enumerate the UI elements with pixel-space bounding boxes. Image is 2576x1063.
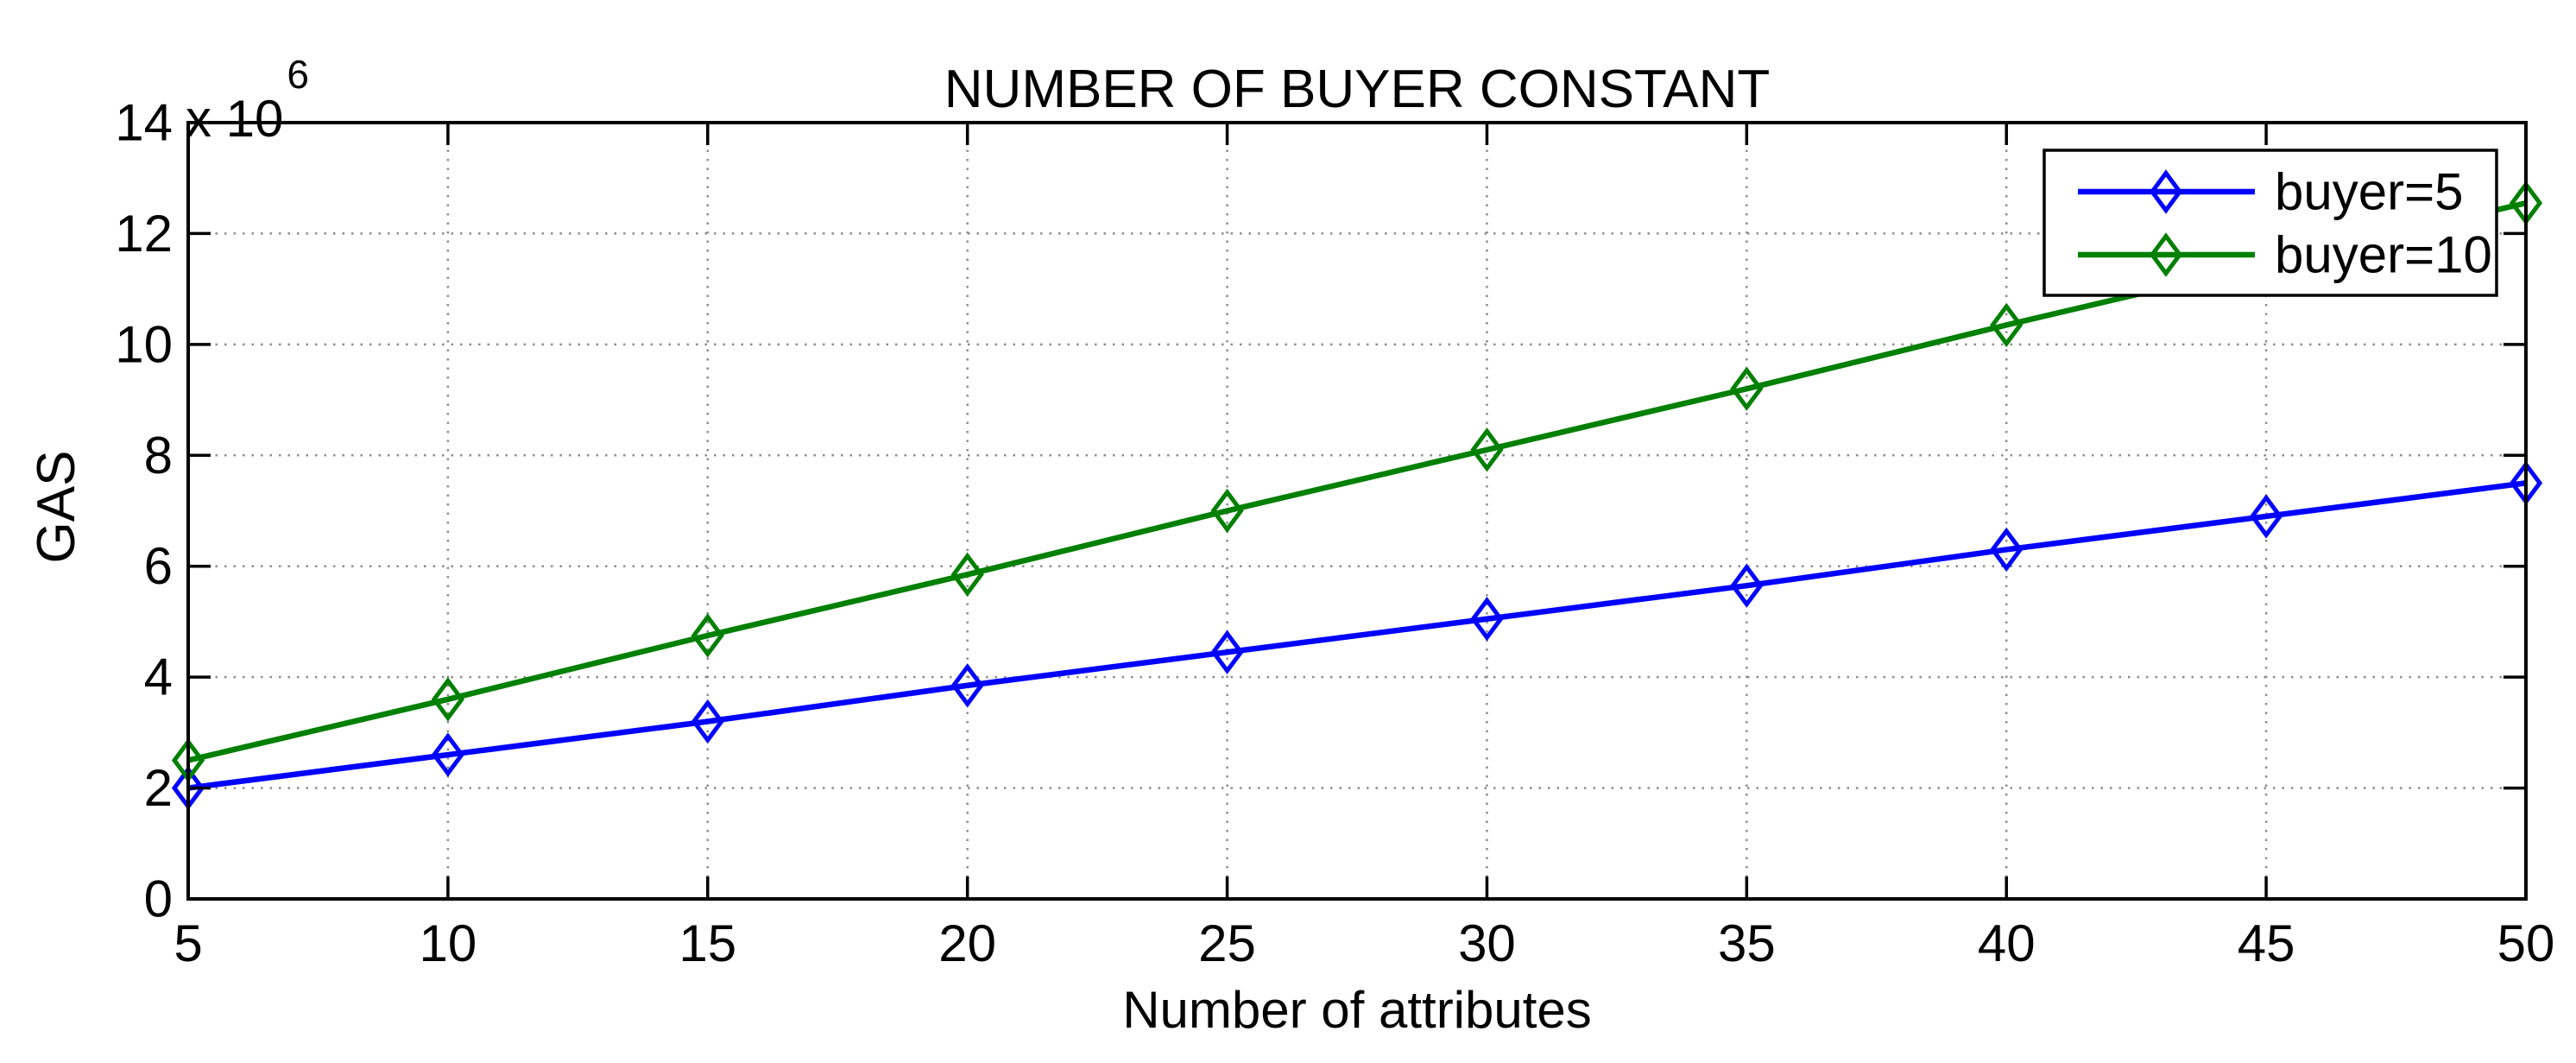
legend-sample-marker bbox=[2149, 232, 2183, 277]
data-point-marker bbox=[1470, 597, 1504, 642]
y-tick-label: 12 bbox=[115, 205, 173, 263]
x-tick-label: 5 bbox=[174, 914, 202, 972]
data-point-marker bbox=[2249, 494, 2283, 539]
y-axis-multiplier-base: x 10 bbox=[186, 90, 283, 148]
data-point-marker bbox=[1990, 302, 2024, 348]
legend: buyer=5 buyer=10 bbox=[2042, 149, 2498, 297]
y-axis-multiplier: x 106 bbox=[186, 52, 309, 148]
x-tick-label: 40 bbox=[1978, 914, 2036, 972]
x-tick-label: 15 bbox=[679, 914, 736, 972]
legend-sample-buyer-10 bbox=[2078, 232, 2255, 277]
y-axis-multiplier-exponent: 6 bbox=[287, 52, 309, 97]
x-tick-label: 10 bbox=[420, 914, 477, 972]
y-tick-labels: 0 2 4 6 8 10 12 14 bbox=[115, 94, 173, 928]
y-tick-label: 8 bbox=[144, 427, 173, 484]
x-tick-labels: 5 10 15 20 25 30 35 40 45 50 bbox=[174, 914, 2554, 972]
axis-box-and-ticks bbox=[186, 121, 2528, 901]
x-tick-label: 30 bbox=[1458, 914, 1516, 972]
data-point-marker bbox=[1210, 630, 1244, 674]
data-point-marker bbox=[1730, 563, 1764, 608]
x-tick-label: 20 bbox=[938, 914, 996, 972]
series-line-0 bbox=[187, 480, 2527, 791]
y-tick-label: 2 bbox=[144, 759, 173, 817]
data-point-marker bbox=[1470, 427, 1504, 472]
legend-sample-marker bbox=[2149, 169, 2183, 214]
data-point-marker bbox=[431, 677, 465, 722]
y-tick-label: 10 bbox=[115, 315, 173, 373]
data-point-marker bbox=[950, 552, 984, 598]
x-tick-label: 25 bbox=[1198, 914, 1256, 972]
y-tick-label: 6 bbox=[144, 537, 173, 595]
chart-title: NUMBER OF BUYER CONSTANT bbox=[944, 60, 1770, 119]
data-point-marker bbox=[691, 613, 724, 658]
x-tick-label: 35 bbox=[1718, 914, 1776, 972]
y-tick-label: 0 bbox=[144, 870, 173, 928]
data-point-marker bbox=[1210, 488, 1244, 534]
data-point-marker bbox=[1990, 527, 2024, 573]
data-point-marker bbox=[691, 699, 724, 744]
x-axis-label: Number of attributes bbox=[1122, 981, 1592, 1039]
x-tick-label: 45 bbox=[2238, 914, 2295, 972]
y-axis-label: GAS bbox=[27, 451, 86, 564]
legend-box bbox=[2042, 149, 2498, 297]
legend-label-buyer-5: buyer=5 bbox=[2275, 163, 2464, 221]
x-tick-label: 50 bbox=[2497, 914, 2555, 972]
data-point-marker bbox=[950, 663, 984, 708]
plot-border bbox=[186, 121, 2528, 901]
legend-label-buyer-10: buyer=10 bbox=[2275, 226, 2492, 284]
legend-sample-buyer-5 bbox=[2078, 169, 2255, 214]
data-point-marker bbox=[431, 732, 465, 777]
y-tick-label: 14 bbox=[115, 94, 173, 152]
data-point-marker bbox=[1730, 366, 1764, 411]
y-tick-label: 4 bbox=[144, 649, 173, 706]
